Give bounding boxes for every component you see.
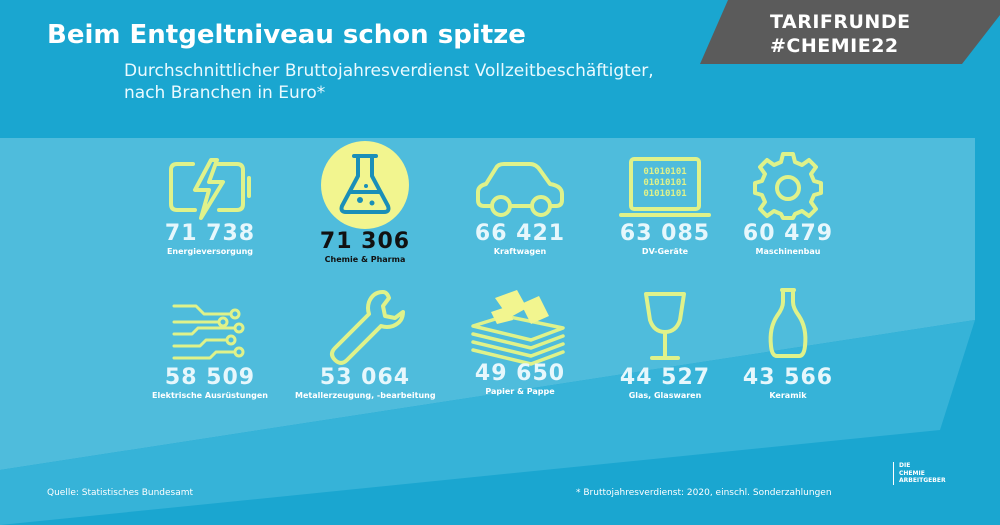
svg-text:01010101: 01010101 [643, 167, 686, 177]
branch-value: 71 306 [319, 229, 411, 254]
campaign-banner-text: TARIFRUNDE #CHEMIE22 [770, 10, 911, 58]
branch-label: Keramik [769, 391, 807, 400]
banner-line-1: TARIFRUNDE [770, 11, 911, 33]
branch-value: 53 064 [319, 365, 411, 390]
branch-value: 43 566 [742, 365, 834, 390]
wrench-icon [330, 290, 405, 365]
branch-kraftwagen: 66 421 Kraftwagen [450, 158, 590, 257]
branch-label: Chemie & Pharma [324, 255, 406, 264]
subtitle-line-1: Durchschnittlicher Bruttojahresverdienst… [124, 61, 654, 81]
branch-label: Maschinenbau [755, 247, 821, 256]
branch-label: Energieversorgung [166, 247, 254, 256]
branch-maschinenbau: 60 479 Maschinenbau [718, 152, 858, 257]
branch-value: 49 650 [474, 361, 566, 386]
flask-icon [321, 141, 409, 229]
branch-value: 44 527 [619, 365, 711, 390]
branch-chemie-pharma: 71 306 Chemie & Pharma [295, 140, 435, 265]
wine-glass-icon [644, 292, 686, 360]
branch-energieversorgung: 71 738 Energieversorgung [140, 158, 280, 257]
source-note: Quelle: Statistisches Bundesamt [47, 488, 194, 498]
branch-value: 66 421 [474, 221, 566, 246]
page-subtitle: Durchschnittlicher Bruttojahresverdienst… [124, 60, 724, 104]
branch-papier-pappe: 49 650 Papier & Pappe [450, 286, 590, 397]
page-title: Beim Entgeltniveau schon spitze [47, 20, 526, 50]
campaign-banner [700, 0, 1000, 64]
branch-label: Kraftwagen [493, 247, 547, 256]
branch-glas: 44 527 Glas, Glaswaren [595, 290, 735, 401]
branch-label: Papier & Pappe [485, 387, 555, 396]
circuit-icon [172, 304, 245, 360]
branch-label: DV-Geräte [641, 247, 689, 256]
logo-line-2: CHEMIE [899, 469, 925, 477]
vase-icon [768, 288, 808, 358]
laptop-icon: 01010101 01010101 01010101 [619, 157, 711, 217]
branch-label: Elektrische Ausrüstungen [152, 391, 268, 400]
car-icon [476, 162, 564, 217]
branch-label: Metallerzeugung, -bearbeitung [295, 391, 436, 400]
subtitle-line-2: nach Branchen in Euro* [124, 83, 326, 103]
logo-line-3: ARBEITGEBER [899, 477, 946, 484]
branch-value: 58 509 [164, 365, 256, 390]
svg-text:01010101: 01010101 [643, 178, 686, 188]
branch-metallerzeugung: 53 064 Metallerzeugung, -bearbeitung [295, 288, 436, 401]
publisher-logo: DIE CHEMIE ARBEITGEBER [893, 462, 946, 485]
banner-line-2: #CHEMIE22 [770, 35, 899, 57]
branch-elektrische-ausruestungen: 58 509 Elektrische Ausrüstungen [140, 300, 280, 401]
paper-stack-icon [471, 290, 565, 366]
branch-label: Glas, Glaswaren [628, 391, 702, 400]
logo-line-1: DIE [899, 462, 911, 469]
branch-keramik: 43 566 Keramik [718, 286, 858, 401]
battery-bolt-icon [169, 158, 251, 220]
branch-value: 60 479 [742, 221, 834, 246]
branch-value: 63 085 [619, 221, 711, 246]
branch-value: 71 738 [164, 221, 256, 246]
gear-icon [753, 152, 823, 220]
branch-dv-geraete: 01010101 01010101 01010101 63 085 DV-Ger… [595, 155, 735, 257]
footnote: * Bruttojahresverdienst: 2020, einschl. … [576, 488, 832, 498]
svg-text:01010101: 01010101 [643, 189, 686, 199]
